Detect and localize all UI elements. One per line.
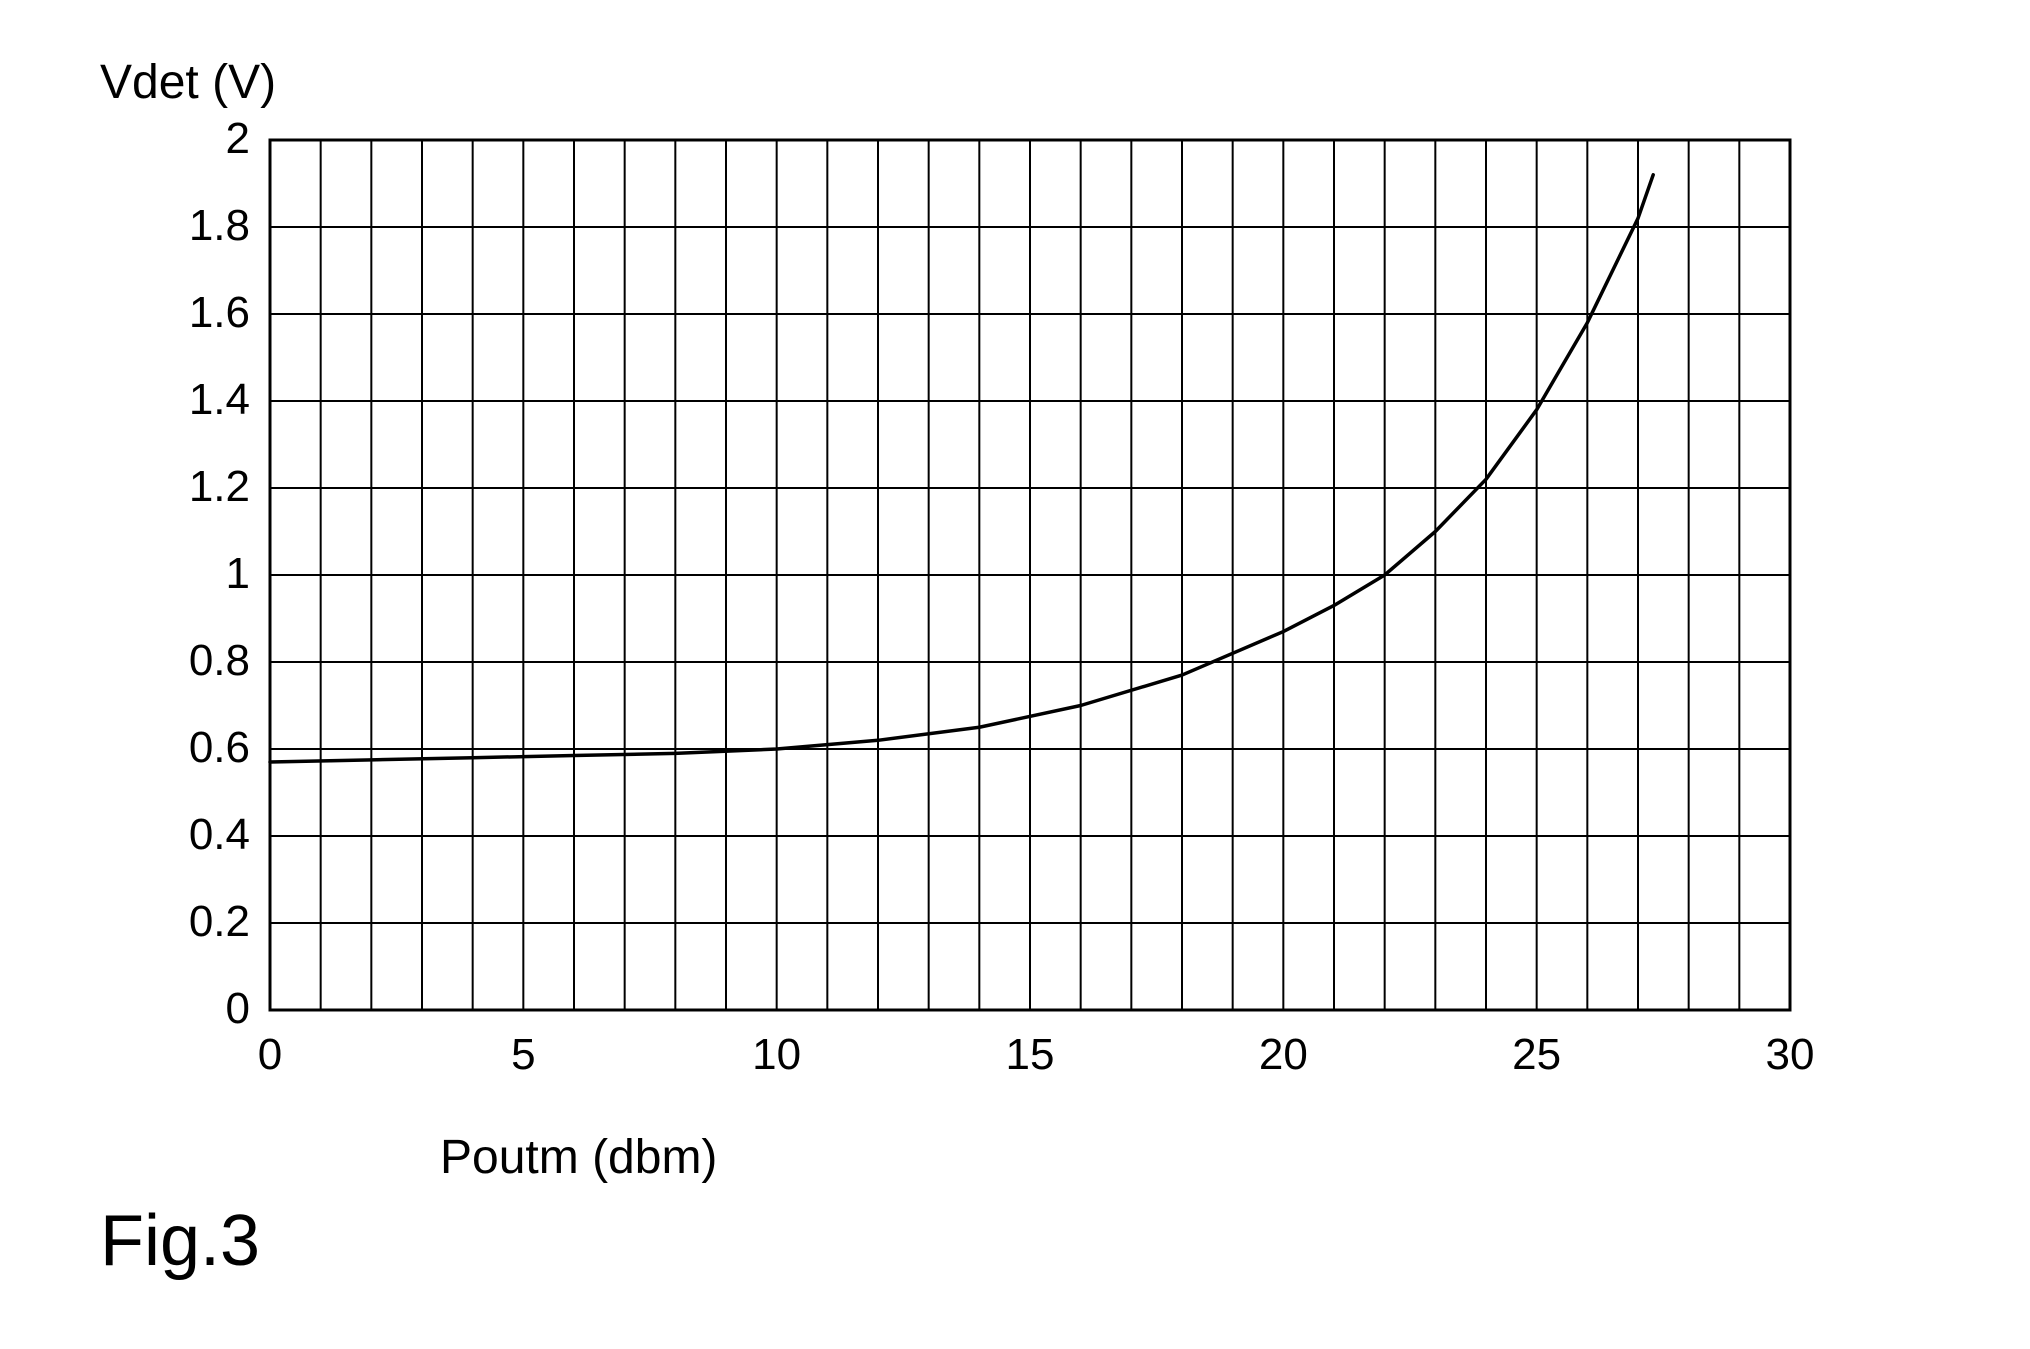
- x-tick-label: 30: [1750, 1030, 1830, 1080]
- y-tick-label: 1.4: [140, 375, 250, 425]
- y-tick-label: 0.4: [140, 810, 250, 860]
- x-axis-title: Poutm (dbm): [440, 1130, 717, 1185]
- y-tick-label: 0.8: [140, 636, 250, 686]
- y-tick-label: 1.6: [140, 288, 250, 338]
- x-tick-label: 5: [483, 1030, 563, 1080]
- y-tick-label: 1.2: [140, 462, 250, 512]
- y-tick-label: 0.2: [140, 897, 250, 947]
- x-tick-label: 15: [990, 1030, 1070, 1080]
- chart-svg: [0, 0, 2030, 1349]
- x-tick-label: 20: [1243, 1030, 1323, 1080]
- y-tick-label: 0.6: [140, 723, 250, 773]
- y-tick-label: 1: [140, 549, 250, 599]
- y-tick-label: 0: [140, 984, 250, 1034]
- y-tick-label: 1.8: [140, 201, 250, 251]
- x-tick-label: 25: [1497, 1030, 1577, 1080]
- x-tick-label: 0: [230, 1030, 310, 1080]
- y-tick-label: 2: [140, 114, 250, 164]
- figure-label: Fig.3: [100, 1200, 260, 1282]
- x-tick-label: 10: [737, 1030, 817, 1080]
